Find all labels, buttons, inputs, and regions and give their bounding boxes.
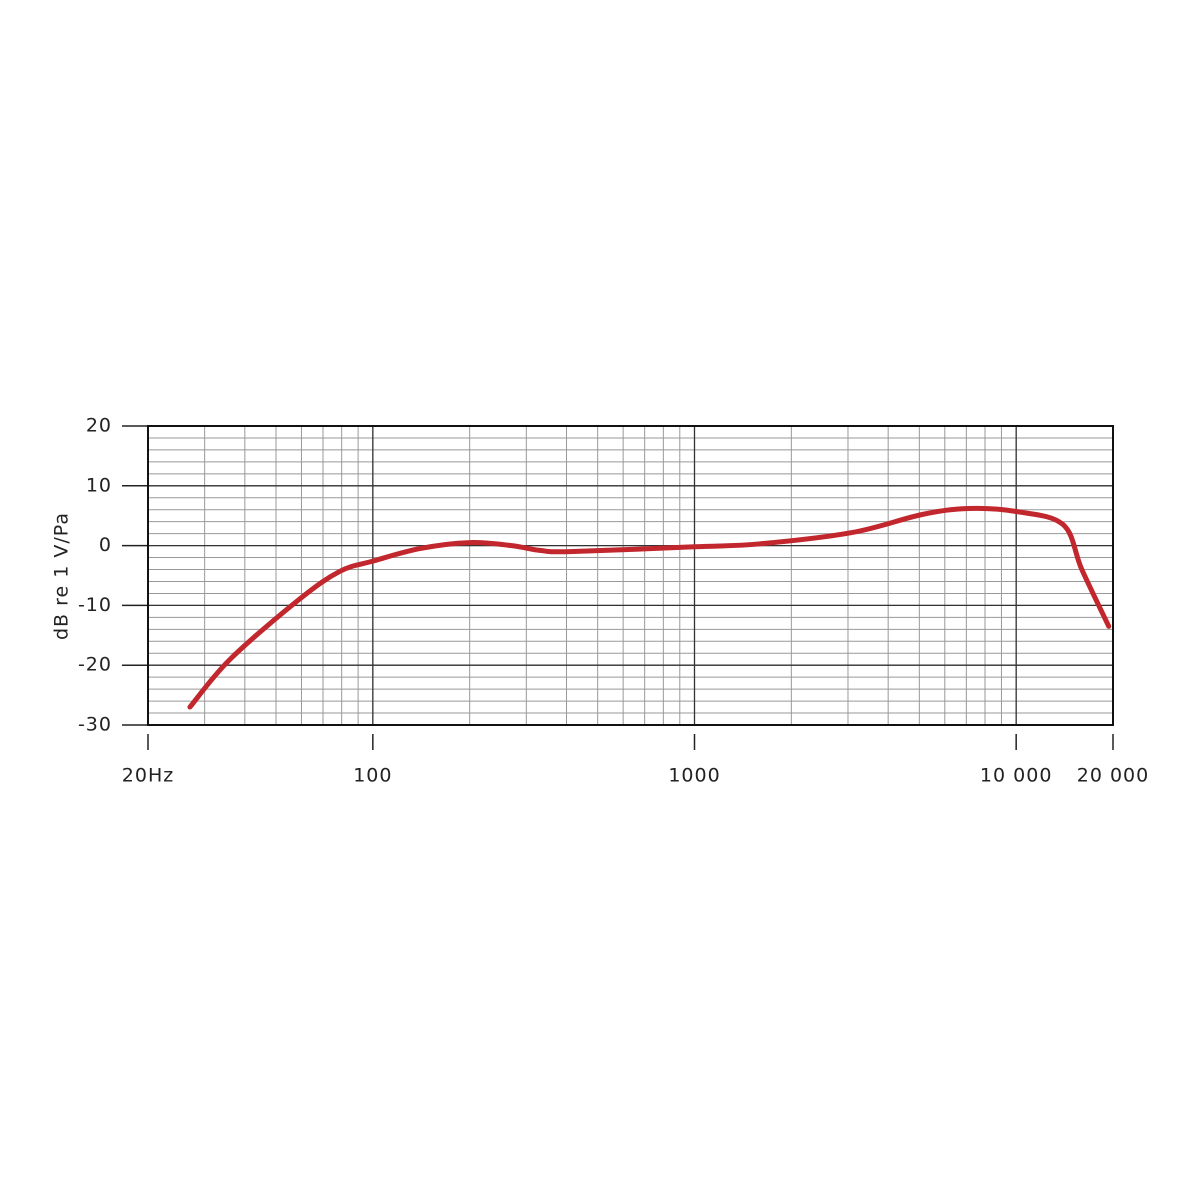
- response-curve: [187, 505, 1112, 710]
- y-tick-label: -20: [78, 654, 112, 676]
- x-tick-label: 20 000: [1077, 765, 1149, 787]
- x-tick-label: 1000: [668, 765, 720, 787]
- x-tick-label: 20Hz: [122, 765, 174, 787]
- plot-frame: [147, 425, 1114, 726]
- y-axis-label: dB re 1 V/Pa: [51, 512, 73, 640]
- y-tick-label: 10: [86, 474, 112, 496]
- x-tick-label: 10 000: [980, 765, 1052, 787]
- y-tick-label: 0: [99, 534, 112, 556]
- x-tick-label: 100: [353, 765, 392, 787]
- y-tick-label: -10: [78, 594, 112, 616]
- y-tick-label: -30: [78, 714, 112, 736]
- y-tick-label: 20: [86, 415, 112, 437]
